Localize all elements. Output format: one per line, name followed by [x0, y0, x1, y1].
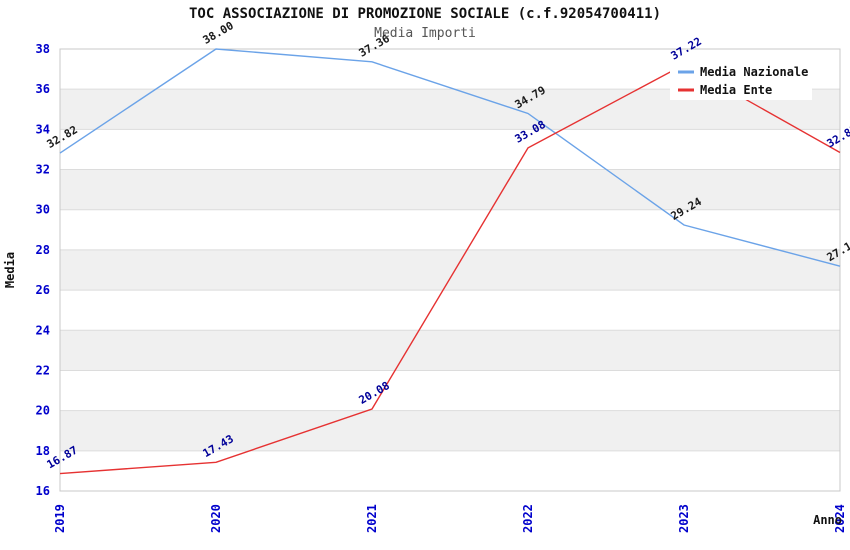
plot-band — [60, 129, 840, 170]
series-line-media-nazionale — [59, 48, 841, 267]
plot-band — [60, 249, 840, 291]
x-tick-label: 2021 — [365, 504, 379, 533]
x-tick-label: 2019 — [53, 504, 67, 533]
y-tick-label: 30 — [36, 203, 50, 217]
x-tick-label: 2023 — [677, 504, 691, 533]
legend-box — [670, 62, 812, 100]
legend-label-2: Media Ente — [700, 83, 772, 97]
y-tick-label: 16 — [36, 484, 50, 498]
y-tick-label: 26 — [36, 283, 50, 297]
y-tick-label: 18 — [36, 444, 50, 458]
plot-band — [60, 169, 840, 210]
y-tick-label: 36 — [36, 82, 50, 96]
x-tick-label: 2022 — [521, 504, 535, 533]
plot-band — [60, 370, 840, 411]
chart-subtitle: Media Importi — [374, 26, 476, 41]
data-label: 38.00 — [201, 19, 236, 47]
chart-title: TOC ASSOCIAZIONE DI PROMOZIONE SOCIALE (… — [188, 6, 661, 22]
plot-band — [60, 450, 840, 491]
plot-band — [60, 410, 840, 451]
y-tick-label: 22 — [36, 363, 50, 377]
y-tick-label: 20 — [36, 404, 50, 418]
y-tick-label: 38 — [36, 42, 50, 56]
x-tick-label: 2020 — [209, 504, 223, 533]
y-tick-label: 34 — [36, 122, 50, 136]
y-tick-label: 24 — [36, 323, 50, 337]
legend-label-1: Media Nazionale — [700, 65, 808, 79]
plot-band — [60, 209, 840, 250]
plot-band — [60, 290, 840, 331]
x-tick-label: 2024 — [833, 504, 847, 533]
y-tick-label: 28 — [36, 243, 50, 257]
y-tick-label: 32 — [36, 163, 50, 177]
plot-band — [60, 330, 840, 371]
x-axis-title: Anno — [813, 513, 842, 527]
plot-border — [59, 48, 841, 492]
y-axis-title: Media — [3, 252, 17, 288]
